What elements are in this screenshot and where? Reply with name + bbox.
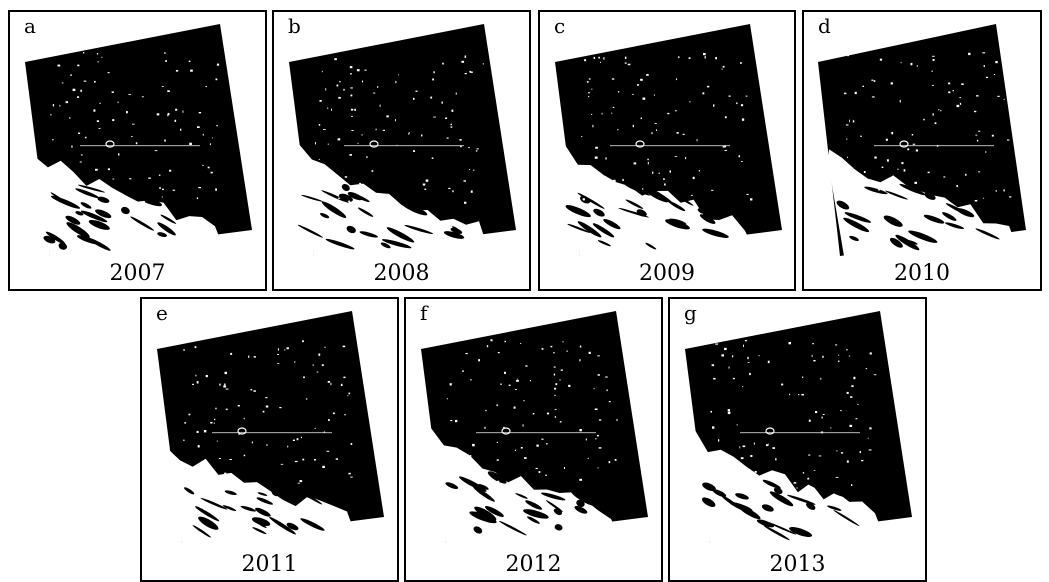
panel-year: 2009 [639, 261, 695, 286]
satellite-map-c [555, 24, 782, 256]
satellite-map-e [157, 311, 384, 543]
panel-year: 2008 [373, 261, 430, 286]
panel-year: 2007 [109, 261, 166, 286]
panel-letter: f [420, 301, 428, 325]
panel-c: c 2009 [538, 10, 796, 291]
panel-e: e 2011 [140, 297, 399, 582]
panel-year: 2010 [894, 261, 950, 286]
panel-letter: c [554, 14, 566, 38]
panel-year: 2011 [241, 552, 298, 577]
satellite-map-a [25, 24, 252, 256]
white-land-texture [34, 52, 225, 256]
panel-g: g 2013 [668, 297, 927, 582]
white-land-texture [430, 339, 621, 543]
panel-letter: b [288, 14, 301, 38]
white-land-texture [828, 52, 1019, 256]
satellite-map-b [289, 24, 516, 256]
panel-a: a 2007 [8, 10, 267, 291]
panel-letter: g [684, 301, 697, 325]
panel-letter: a [24, 14, 36, 38]
satellite-map-g [685, 311, 912, 543]
panel-f: f 2012 [404, 297, 663, 582]
panel-year: 2012 [505, 552, 562, 577]
panel-letter: e [156, 301, 168, 325]
panel-d: d 2010 [802, 10, 1042, 291]
satellite-map-d [818, 24, 1026, 256]
panel-letter: d [818, 14, 831, 38]
white-land-texture [564, 53, 755, 256]
white-land-texture [694, 340, 885, 543]
white-land-texture [297, 55, 489, 256]
white-land-texture [166, 340, 357, 543]
satellite-map-f [421, 311, 648, 543]
panel-year: 2013 [769, 552, 826, 577]
panel-b: b 2008 [272, 10, 531, 291]
